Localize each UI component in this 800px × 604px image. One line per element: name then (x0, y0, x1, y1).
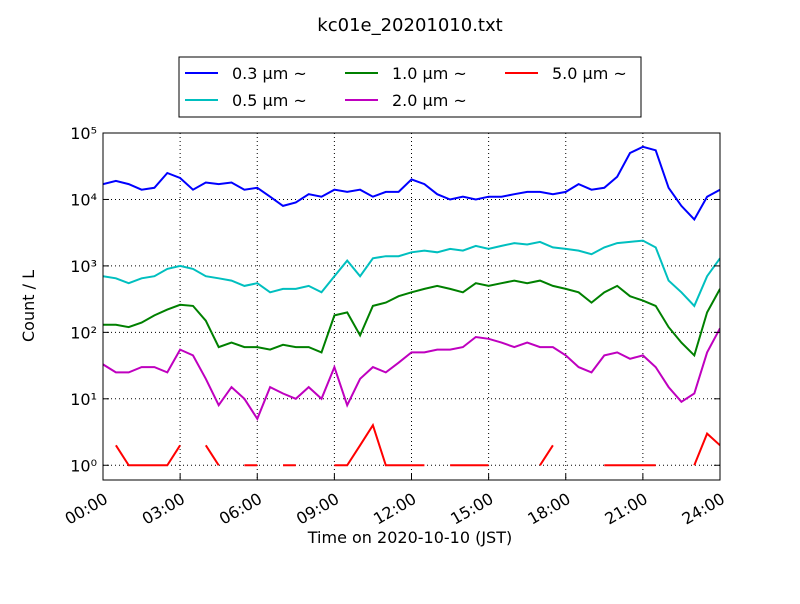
legend-label: 5.0 μm ~ (552, 64, 627, 83)
y-tick-label: 10² (70, 323, 97, 342)
data-line (103, 145, 720, 222)
legend-label: 1.0 μm ~ (392, 64, 467, 83)
data-line (103, 327, 720, 421)
y-tick-label: 10³ (70, 257, 97, 276)
y-tick-label: 10⁵ (70, 124, 97, 143)
data-line (103, 239, 720, 308)
chart-title: kc01e_20201010.txt (317, 15, 502, 36)
y-axis-label: Count / L (19, 270, 38, 342)
y-tick-label: 10¹ (70, 390, 97, 409)
legend-label: 0.5 μm ~ (232, 91, 307, 110)
y-tick-label: 10⁰ (70, 456, 97, 475)
data-line (103, 279, 720, 358)
data-line (115, 422, 720, 467)
y-tick-label: 10⁴ (70, 190, 97, 209)
legend (178, 56, 642, 118)
x-axis-label: Time on 2020-10-10 (JST) (307, 528, 512, 547)
legend-label: 2.0 μm ~ (392, 91, 467, 110)
legend-label: 0.3 μm ~ (232, 64, 307, 83)
